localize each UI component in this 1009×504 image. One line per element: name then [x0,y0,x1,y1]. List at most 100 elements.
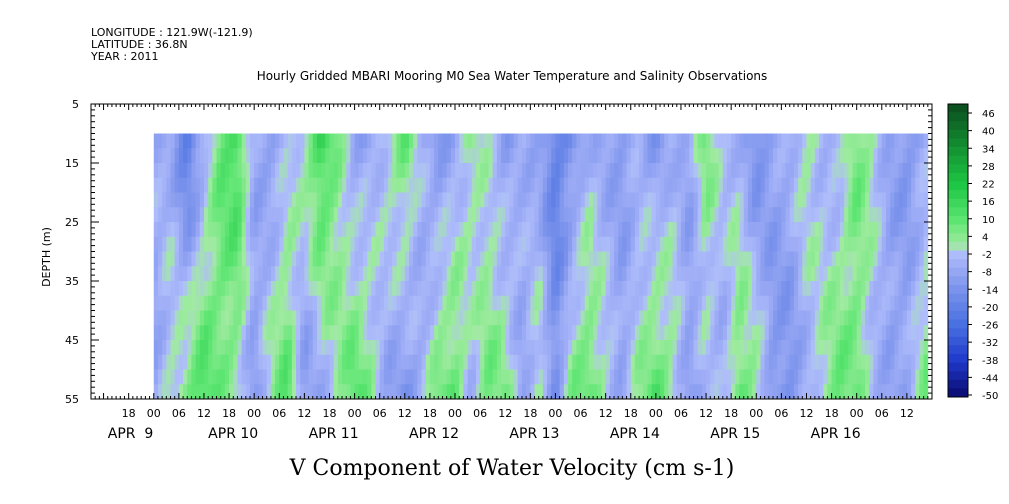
heat-cell [216,222,222,238]
heat-cell [584,251,590,267]
heat-cell [199,148,205,164]
heat-cell [710,384,715,400]
heat-cell [831,251,837,267]
heat-cell [191,133,196,149]
heat-cell [321,163,326,179]
heat-cell [166,310,171,326]
heat-cell [622,325,627,341]
heat-cell [618,222,623,238]
heat-cell [831,192,837,208]
heat-cell [752,281,757,297]
heat-cell [446,266,452,282]
heat-cell [275,148,280,164]
heat-cell [245,148,251,164]
heat-cell [781,177,786,193]
heat-cell [505,207,510,223]
heat-cell [860,384,866,400]
heat-cell [877,369,883,385]
heat-cell [287,163,293,179]
hour-tick-label: 06 [473,407,487,420]
heat-cell [722,295,728,311]
heat-cell [588,295,594,311]
heat-cell [178,369,184,385]
heat-cell [325,177,330,193]
colorbar-label: 16 [982,197,995,208]
heat-cell [634,369,640,385]
heat-cell [362,369,368,385]
heat-cell [321,222,326,238]
heat-cell [245,251,251,267]
heat-cell [245,325,251,341]
heat-cell [291,340,297,356]
heat-cell [296,192,301,208]
heat-cell [710,222,715,238]
heat-cell [643,310,648,326]
heat-cell [237,281,243,297]
heat-cell [743,369,749,385]
heat-cell [203,369,209,385]
heat-cell [237,295,243,311]
heat-cell [254,281,259,297]
heat-cell [229,310,234,326]
heat-cell [626,384,632,400]
heat-cell [693,325,699,341]
heat-cell [166,148,171,164]
heat-cell [810,133,816,149]
heat-cell [392,177,397,193]
heat-cell [316,295,322,311]
heat-cell [484,369,489,385]
heat-cell [827,354,832,370]
heat-cell [911,222,916,238]
heat-cell [388,163,393,179]
heat-cell [823,281,828,297]
heat-cell [756,295,761,311]
heat-cell [408,251,414,267]
heat-cell [183,310,188,326]
heat-cell [651,163,657,179]
heat-cell [839,207,845,223]
heat-cell [250,310,255,326]
heat-cell [421,133,427,149]
heat-cell [505,340,510,356]
heat-cell [170,354,176,370]
heat-cell [906,207,912,223]
heat-cell [827,310,832,326]
heat-cell [300,177,305,193]
heat-cell [777,384,782,400]
heat-cell [296,310,301,326]
heat-cell [354,325,360,341]
heat-cell [417,266,422,282]
heat-cell [237,236,243,252]
heat-cell [651,354,657,370]
heat-cell [823,163,828,179]
heat-cell [810,266,816,282]
heat-cell [906,251,912,267]
heat-cell [300,251,305,267]
heat-cell [342,340,347,356]
heat-cell [898,354,904,370]
heat-cell [534,295,540,311]
heat-cell [785,281,791,297]
heat-cell [375,295,381,311]
heat-cell [890,192,895,208]
heat-cell [157,236,163,252]
heat-cell [706,251,711,267]
heat-cell [496,207,502,223]
heat-cell [157,354,163,370]
heat-cell [224,384,230,400]
heat-cell [563,325,569,341]
heat-cell [660,207,665,223]
heat-cell [547,222,552,238]
heat-cell [793,177,799,193]
heat-cell [747,354,753,370]
heat-cell [873,251,878,267]
heat-cell [245,133,251,149]
heat-cell [697,354,703,370]
heat-cell [747,325,753,341]
heat-cell [496,133,502,149]
heat-cell [873,133,878,149]
heat-cell [701,266,707,282]
heat-cell [233,369,238,385]
colorbar-label: -26 [982,321,998,332]
